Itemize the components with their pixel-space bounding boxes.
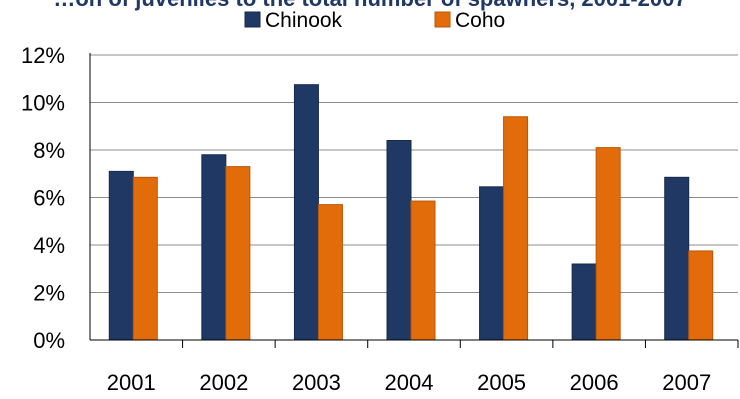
y-tick-label: 4% <box>33 233 65 258</box>
bar-coho-2003 <box>317 204 343 341</box>
bar-coho-2004 <box>410 200 436 341</box>
axes <box>89 53 739 348</box>
bar-coho-2006 <box>595 147 621 341</box>
bar-chinook-2003 <box>293 84 319 341</box>
bar-chinook-2001 <box>108 170 134 341</box>
x-tick-label: 2007 <box>662 370 711 394</box>
legend-label-coho: Coho <box>455 9 505 32</box>
legend-swatch-chinook <box>244 11 261 28</box>
y-tick-label: 8% <box>33 138 65 163</box>
chart-title: …on of juveniles to the total number of … <box>0 0 740 12</box>
bar-chinook-2005 <box>479 186 505 341</box>
y-tick-label: 0% <box>33 328 65 353</box>
y-tick-label: 10% <box>21 91 65 116</box>
x-tick-label: 2002 <box>199 370 248 394</box>
bar-coho-2001 <box>132 176 158 341</box>
bar-chinook-2004 <box>386 140 412 341</box>
bar-chinook-2002 <box>201 154 227 341</box>
y-tick-label: 2% <box>33 281 65 306</box>
y-tick-labels: 0% 2% 4% 6% 8% 10% 12% <box>21 43 65 353</box>
y-tick-label: 12% <box>21 43 65 68</box>
bar-chinook-2007 <box>664 176 690 341</box>
x-tick-label: 2004 <box>385 370 434 394</box>
legend-label-chinook: Chinook <box>265 9 343 32</box>
y-tick-label: 6% <box>33 186 65 211</box>
gridlines <box>90 54 738 293</box>
x-tick-labels: 2001 2002 2003 2004 2005 2006 2007 <box>107 370 711 395</box>
legend: Chinook Coho <box>244 9 505 32</box>
x-tick-label: 2005 <box>477 370 526 394</box>
legend-swatch-coho <box>434 11 451 28</box>
x-tick-label: 2006 <box>570 370 619 394</box>
bars <box>108 84 714 341</box>
x-tick-label: 2001 <box>107 370 156 394</box>
bar-chinook-2006 <box>571 263 597 341</box>
bar-coho-2002 <box>225 166 251 341</box>
bar-coho-2007 <box>688 250 714 341</box>
x-tick-label: 2003 <box>292 370 341 394</box>
bar-coho-2005 <box>503 116 529 341</box>
